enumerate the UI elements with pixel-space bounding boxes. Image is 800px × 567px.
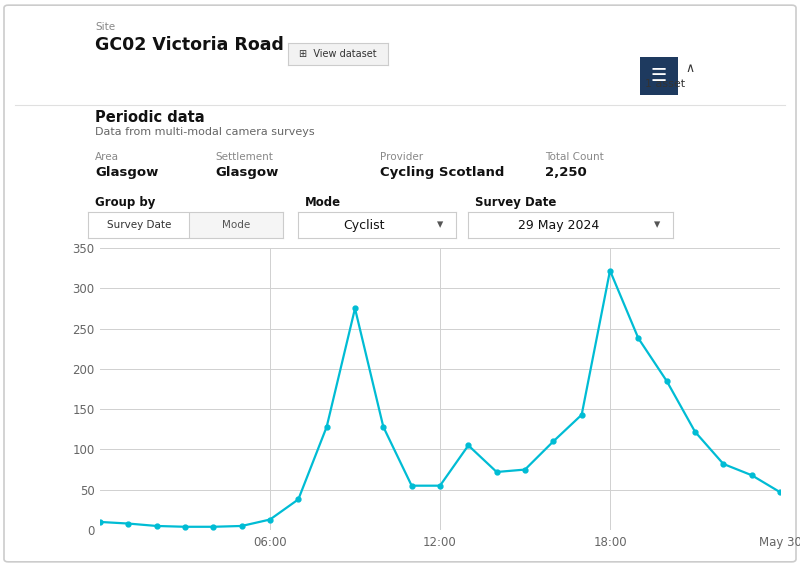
Text: Total Count: Total Count: [545, 152, 604, 162]
Text: Cyclist: Cyclist: [344, 218, 385, 231]
Text: Periodic data: Periodic data: [95, 110, 205, 125]
Text: Mode: Mode: [305, 196, 341, 209]
Text: GC02 Victoria Road: GC02 Victoria Road: [95, 36, 284, 54]
Text: 29 May 2024: 29 May 2024: [518, 218, 599, 231]
Text: Group by: Group by: [95, 196, 155, 209]
Text: Glasgow: Glasgow: [215, 166, 278, 179]
Text: Site: Site: [95, 22, 115, 32]
Text: ⊞  View dataset: ⊞ View dataset: [299, 49, 377, 59]
Text: Area: Area: [95, 152, 119, 162]
Text: ☰: ☰: [651, 67, 667, 85]
Text: 2,250: 2,250: [545, 166, 586, 179]
Text: Survey Date: Survey Date: [475, 196, 556, 209]
Text: ∧: ∧: [685, 62, 694, 75]
Text: Glasgow: Glasgow: [95, 166, 158, 179]
Text: ▾: ▾: [437, 218, 443, 231]
Text: Survey Date: Survey Date: [106, 220, 171, 230]
Text: Provider: Provider: [380, 152, 423, 162]
Text: ▾: ▾: [654, 218, 660, 231]
Text: Mode: Mode: [222, 220, 250, 230]
Bar: [88, 212, 190, 238]
Text: Settlement: Settlement: [215, 152, 273, 162]
Text: 1 asset: 1 asset: [645, 79, 685, 89]
Text: Cycling Scotland: Cycling Scotland: [380, 166, 504, 179]
Text: Data from multi-modal camera surveys: Data from multi-modal camera surveys: [95, 127, 314, 137]
